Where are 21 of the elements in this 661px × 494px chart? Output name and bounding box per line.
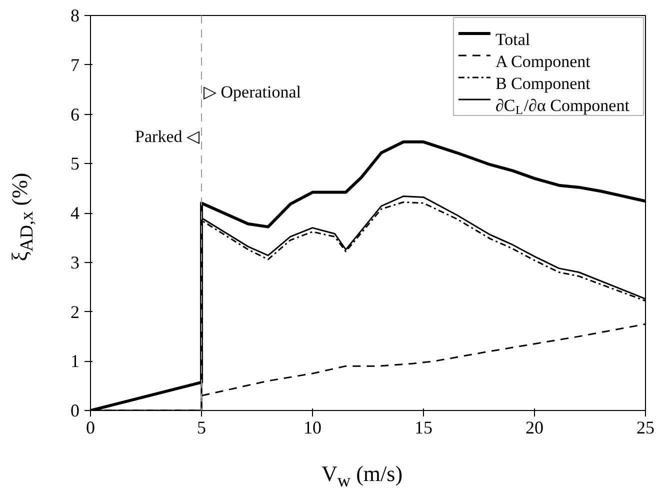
y-tick-label: 5 xyxy=(70,154,80,174)
legend-label: A Component xyxy=(495,52,591,71)
y-tick-label: 0 xyxy=(70,400,80,420)
legend-label: Total xyxy=(495,30,530,49)
x-tick-label: 10 xyxy=(304,418,322,438)
x-tick-label: 15 xyxy=(414,418,432,438)
y-tick-label: 7 xyxy=(70,54,80,75)
y-tick-label: 1 xyxy=(70,351,80,372)
x-tick-label: 5 xyxy=(197,418,206,438)
legend-label: B Component xyxy=(495,74,591,93)
y-tick-label: 3 xyxy=(70,252,80,272)
x-tick-label: 0 xyxy=(86,418,95,438)
annotation: ▷ Operational xyxy=(204,82,302,102)
annotation: Parked ◁ xyxy=(135,126,200,146)
y-tick-label: 8 xyxy=(70,6,80,26)
x-axis-title: V$_{w}$ (m/s) xyxy=(321,460,403,492)
y-tick-label: 4 xyxy=(70,203,80,223)
y-tick-label: 6 xyxy=(70,104,80,124)
x-tick-label: 20 xyxy=(526,418,544,438)
y-tick-label: 2 xyxy=(70,302,80,322)
x-tick-label: 25 xyxy=(636,418,654,438)
